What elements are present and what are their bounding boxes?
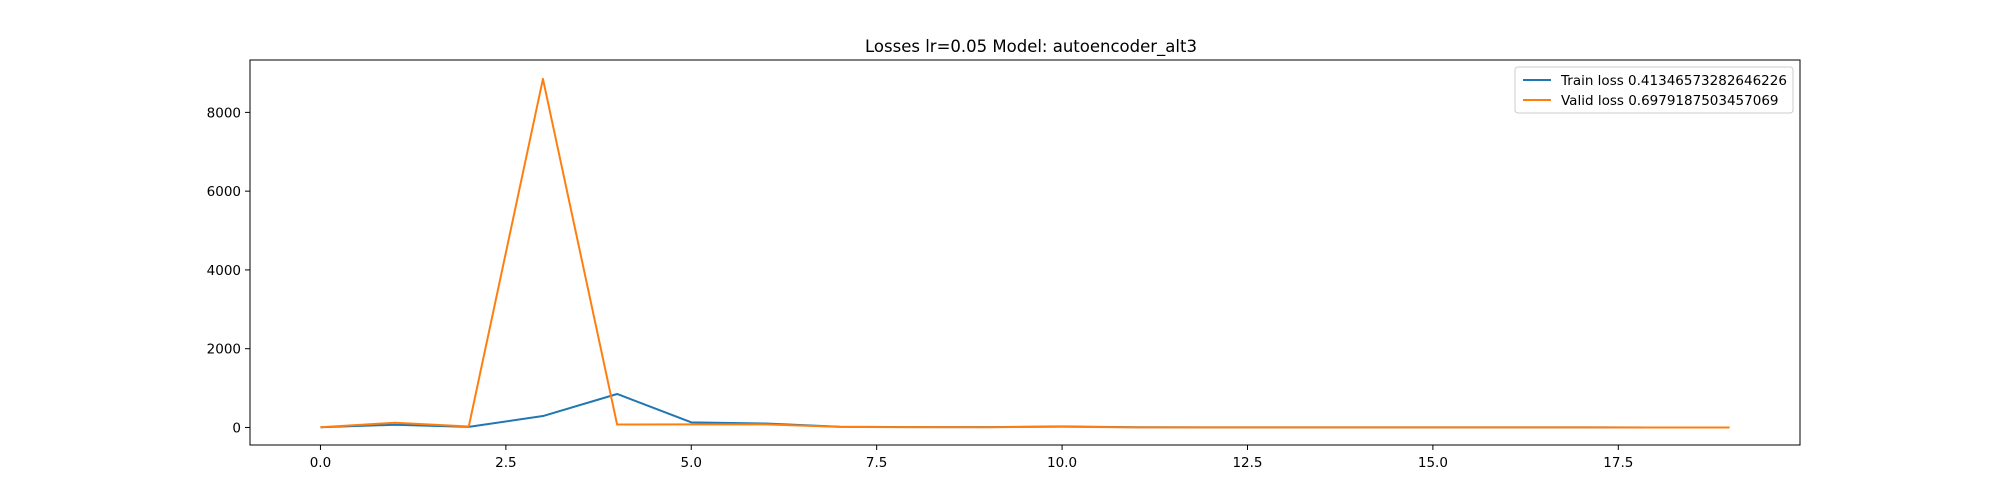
x-tick-label: 15.0 bbox=[1418, 455, 1448, 471]
x-tick-label: 0.0 bbox=[310, 455, 331, 471]
series-line-1 bbox=[320, 392, 1730, 429]
y-tick-label: 0 bbox=[232, 420, 241, 436]
y-axis: 0 2000 4000 6000 8000 bbox=[207, 105, 250, 436]
y-tick-label: 8000 bbox=[207, 105, 241, 121]
plot-frame bbox=[249, 59, 1801, 446]
x-tick-label: 5.0 bbox=[681, 455, 702, 471]
series-layer bbox=[320, 77, 1730, 429]
y-tick-label: 4000 bbox=[207, 263, 241, 279]
y-tick-label: 6000 bbox=[207, 184, 241, 200]
series-line-2 bbox=[320, 77, 1730, 429]
x-tick-label: 2.5 bbox=[495, 455, 516, 471]
x-tick-label: 12.5 bbox=[1232, 455, 1262, 471]
legend-label-2: Valid loss 0.6979187503457069 bbox=[1561, 93, 1779, 109]
legend-box bbox=[1514, 66, 1794, 114]
legend: Train loss 0.41346573282646226 Valid loss… bbox=[1514, 66, 1794, 114]
y-tick-label: 2000 bbox=[207, 342, 241, 358]
chart-title: Losses lr=0.05 Model: autoencoder_alt3 bbox=[865, 37, 1197, 57]
x-tick-label: 10.0 bbox=[1047, 455, 1077, 471]
legend-label-1: Train loss 0.41346573282646226 bbox=[1560, 73, 1787, 89]
x-tick-label: 17.5 bbox=[1603, 455, 1633, 471]
x-tick-label: 7.5 bbox=[866, 455, 887, 471]
x-axis: 0.0 2.5 5.0 7.5 10.0 12.5 15.0 17.5 bbox=[310, 445, 1633, 471]
